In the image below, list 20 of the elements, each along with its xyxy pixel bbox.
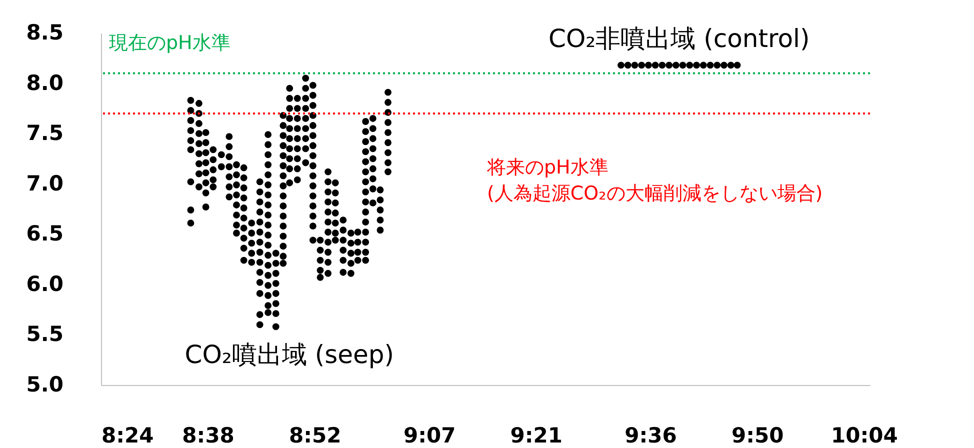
y-tick-label: 5.5: [26, 322, 64, 346]
x-tick-label: 8:24: [102, 424, 154, 448]
ref-line-label: 将来のpH水準 (人為起源CO₂の大幅削減をしない場合): [486, 156, 823, 204]
y-tick-label: 6.5: [26, 222, 64, 246]
y-tick-label: 7.0: [26, 171, 64, 196]
ref-line-label: 現在のpH水準: [109, 32, 230, 54]
x-tick-label: 8:38: [182, 424, 234, 448]
y-tick-label: 5.0: [26, 372, 64, 396]
x-tick-label: 9:21: [510, 424, 562, 448]
x-tick-label: 10:04: [830, 424, 898, 448]
y-tick-label: 8.0: [26, 70, 64, 95]
series-label: CO₂噴出域 (seep): [184, 340, 394, 369]
x-tick-label: 9:07: [403, 424, 456, 448]
y-tick-label: 7.5: [26, 121, 64, 146]
x-tick-label: 9:36: [624, 424, 677, 448]
x-tick-label: 8:52: [289, 424, 342, 448]
y-tick-label: 8.5: [26, 20, 64, 44]
x-tick-label: 9:50: [731, 424, 784, 448]
series-label: CO₂非噴出域 (control): [548, 24, 810, 53]
y-tick-label: 6.0: [26, 272, 64, 296]
